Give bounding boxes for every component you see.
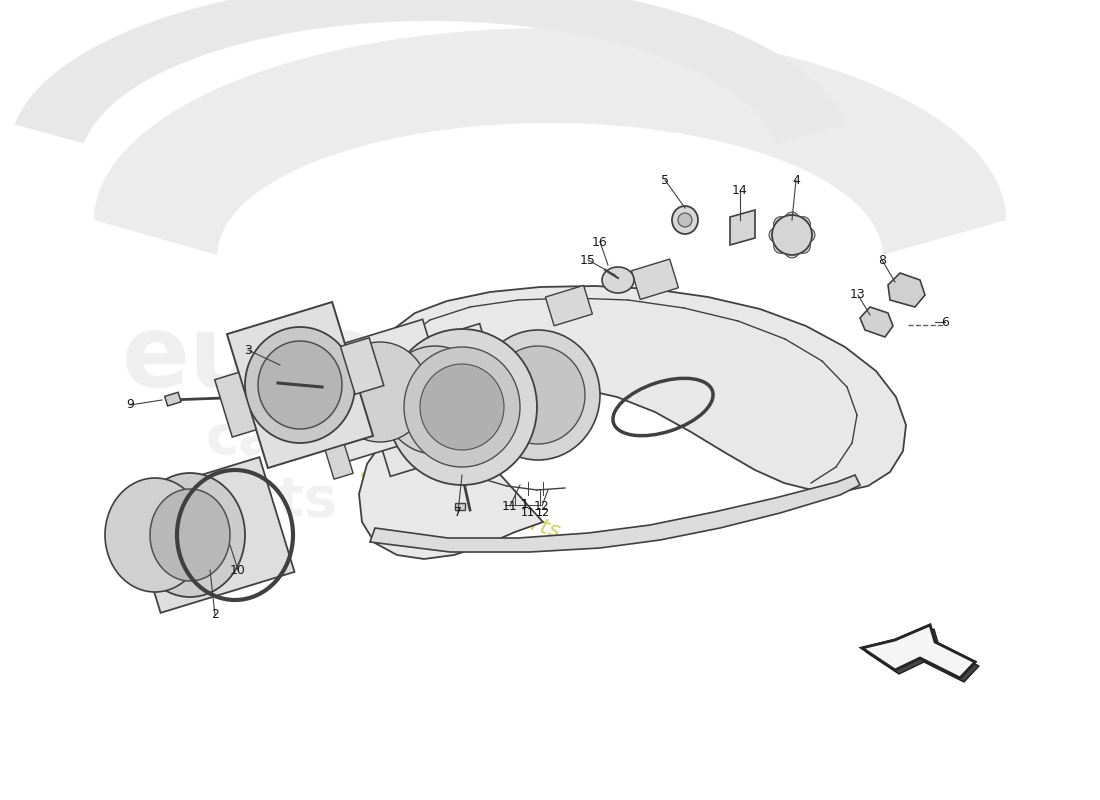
Ellipse shape [773,217,788,230]
Polygon shape [355,324,515,476]
Ellipse shape [383,346,487,454]
Text: car
parts: car parts [173,412,337,528]
Polygon shape [866,629,979,682]
Ellipse shape [135,473,245,597]
Ellipse shape [602,267,634,293]
Ellipse shape [773,239,788,254]
Text: 11: 11 [521,508,535,518]
Text: 8: 8 [878,254,886,266]
Text: 3: 3 [244,343,252,357]
Polygon shape [94,28,1007,255]
Polygon shape [860,307,893,337]
Text: 11: 11 [502,499,518,513]
Polygon shape [341,338,384,394]
Ellipse shape [678,213,692,227]
Ellipse shape [150,489,230,581]
Polygon shape [730,210,755,245]
Ellipse shape [420,364,504,450]
Ellipse shape [772,215,812,255]
Ellipse shape [332,342,428,442]
Text: 7: 7 [454,506,462,518]
Ellipse shape [796,217,811,230]
Text: 5: 5 [661,174,669,186]
Ellipse shape [245,327,355,443]
Text: 14: 14 [733,183,748,197]
Polygon shape [546,286,593,326]
Text: 4: 4 [792,174,800,186]
Ellipse shape [785,212,799,226]
Text: 9: 9 [126,398,134,411]
Ellipse shape [769,228,783,242]
Polygon shape [888,273,925,307]
Ellipse shape [801,228,815,242]
Ellipse shape [258,341,342,429]
Ellipse shape [672,206,698,234]
Text: 10: 10 [230,563,246,577]
Polygon shape [14,0,845,143]
Text: euro: euro [122,311,378,409]
Text: 15: 15 [580,254,596,266]
Text: a passion for parts: a passion for parts [358,462,562,542]
Text: 6: 6 [942,315,949,329]
Polygon shape [326,445,353,479]
Text: 16: 16 [592,235,608,249]
Polygon shape [304,319,456,465]
Polygon shape [125,457,295,613]
Polygon shape [227,302,373,468]
Ellipse shape [387,329,537,485]
Text: 2: 2 [211,609,219,622]
Text: 12: 12 [536,508,550,518]
Polygon shape [862,625,975,678]
Ellipse shape [785,244,799,258]
Polygon shape [862,625,975,678]
Text: 12: 12 [535,499,550,513]
Polygon shape [631,259,679,299]
Text: 13: 13 [850,289,866,302]
Polygon shape [165,392,182,406]
Polygon shape [214,372,256,437]
Ellipse shape [796,239,811,254]
Polygon shape [455,503,465,510]
Ellipse shape [476,330,600,460]
Ellipse shape [104,478,205,592]
Polygon shape [370,475,860,552]
Ellipse shape [491,346,585,444]
Polygon shape [359,286,906,559]
Ellipse shape [404,347,520,467]
Text: 1: 1 [521,498,529,511]
